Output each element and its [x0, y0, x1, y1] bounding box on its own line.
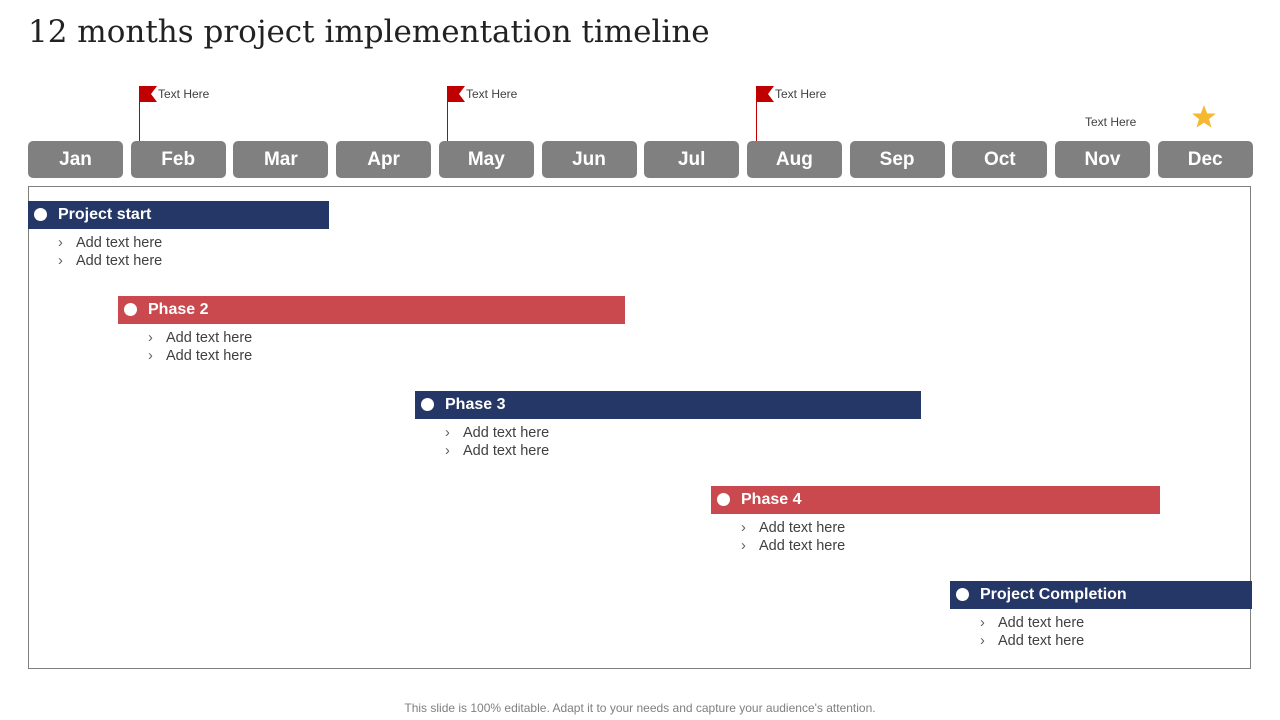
- phase-bar: [711, 486, 1160, 514]
- phase-bar: [118, 296, 625, 324]
- list-item: › Add text here: [741, 538, 846, 554]
- phase-label: Phase 4: [741, 491, 802, 508]
- list-item: › Add text here: [445, 443, 550, 459]
- flag-pole: [139, 86, 140, 143]
- list-item: › Add text here: [445, 425, 550, 441]
- footer-note: This slide is 100% editable. Adapt it to…: [404, 701, 876, 715]
- list-item: › Add text here: [980, 633, 1085, 649]
- month-jul: Jul: [644, 141, 740, 178]
- phase-bullets: › Add text here › Add text here: [741, 519, 845, 555]
- bullet-dot: [34, 208, 47, 221]
- flag-icon: [448, 86, 465, 102]
- flag-icon: [757, 86, 774, 102]
- month-aug: Aug: [746, 141, 842, 178]
- bullet-dot: [956, 588, 969, 601]
- list-item: › Add text here: [980, 615, 1085, 631]
- milestone-note-nov: Text Here: [1085, 115, 1137, 129]
- chevron-right-icon: ›: [445, 425, 450, 441]
- phase-bar: [415, 391, 921, 419]
- chevron-right-icon: ›: [741, 520, 746, 536]
- flag-text: Text Here: [158, 87, 210, 101]
- chevron-right-icon: ›: [148, 348, 153, 364]
- list-item: › Add text here: [741, 520, 846, 536]
- phase-label: Project Completion: [980, 586, 1127, 603]
- month-oct: Oct: [952, 141, 1048, 178]
- flag-text: Text Here: [466, 87, 518, 101]
- chevron-right-icon: ›: [980, 615, 985, 631]
- list-item: › Add text here: [58, 235, 163, 251]
- month-may: May: [438, 141, 534, 178]
- chevron-right-icon: ›: [445, 443, 450, 459]
- chevron-right-icon: ›: [58, 235, 63, 251]
- chevron-right-icon: ›: [148, 330, 153, 346]
- month-feb: Feb: [130, 141, 226, 178]
- flag-pole: [447, 86, 448, 143]
- phase-bullets: › Add text here › Add text here: [58, 234, 162, 270]
- milestone-flag-aug: Text Here: [756, 86, 856, 143]
- phase-bullets: › Add text here › Add text here: [445, 424, 549, 460]
- phase-bullets: › Add text here › Add text here: [980, 614, 1084, 650]
- timeline-frame: [28, 186, 1251, 669]
- flag-icon: [140, 86, 157, 102]
- phase-label: Phase 2: [148, 301, 209, 318]
- phase-bar: [950, 581, 1252, 609]
- phase-label: Project start: [58, 206, 152, 223]
- flag-pole: [756, 86, 757, 143]
- list-item: › Add text here: [58, 253, 163, 269]
- chevron-right-icon: ›: [741, 538, 746, 554]
- list-item: › Add text here: [148, 348, 253, 364]
- bullet-dot: [124, 303, 137, 316]
- phase-label: Phase 3: [445, 396, 506, 413]
- month-jun: Jun: [541, 141, 637, 178]
- month-sep: Sep: [849, 141, 945, 178]
- month-nov: Nov: [1055, 141, 1150, 178]
- bullet-dot: [717, 493, 730, 506]
- month-apr: Apr: [336, 141, 432, 178]
- slide-title: 12 months project implementation timelin…: [28, 14, 710, 50]
- milestone-flag-may: Text Here: [447, 86, 547, 143]
- month-mar: Mar: [233, 141, 329, 178]
- phase-bullets: › Add text here › Add text here: [148, 329, 252, 365]
- phase-bar: [28, 201, 329, 229]
- flag-text: Text Here: [775, 87, 827, 101]
- month-dec: Dec: [1157, 141, 1253, 178]
- list-item: › Add text here: [148, 330, 253, 346]
- chevron-right-icon: ›: [58, 253, 63, 269]
- chevron-right-icon: ›: [980, 633, 985, 649]
- star-icon: [1192, 105, 1216, 128]
- bullet-dot: [421, 398, 434, 411]
- month-bar: Jan Feb Mar Apr May Jun Jul Aug Sep Oct …: [28, 141, 1253, 178]
- month-jan: Jan: [28, 141, 123, 178]
- milestone-flag-feb: Text Here: [139, 86, 239, 143]
